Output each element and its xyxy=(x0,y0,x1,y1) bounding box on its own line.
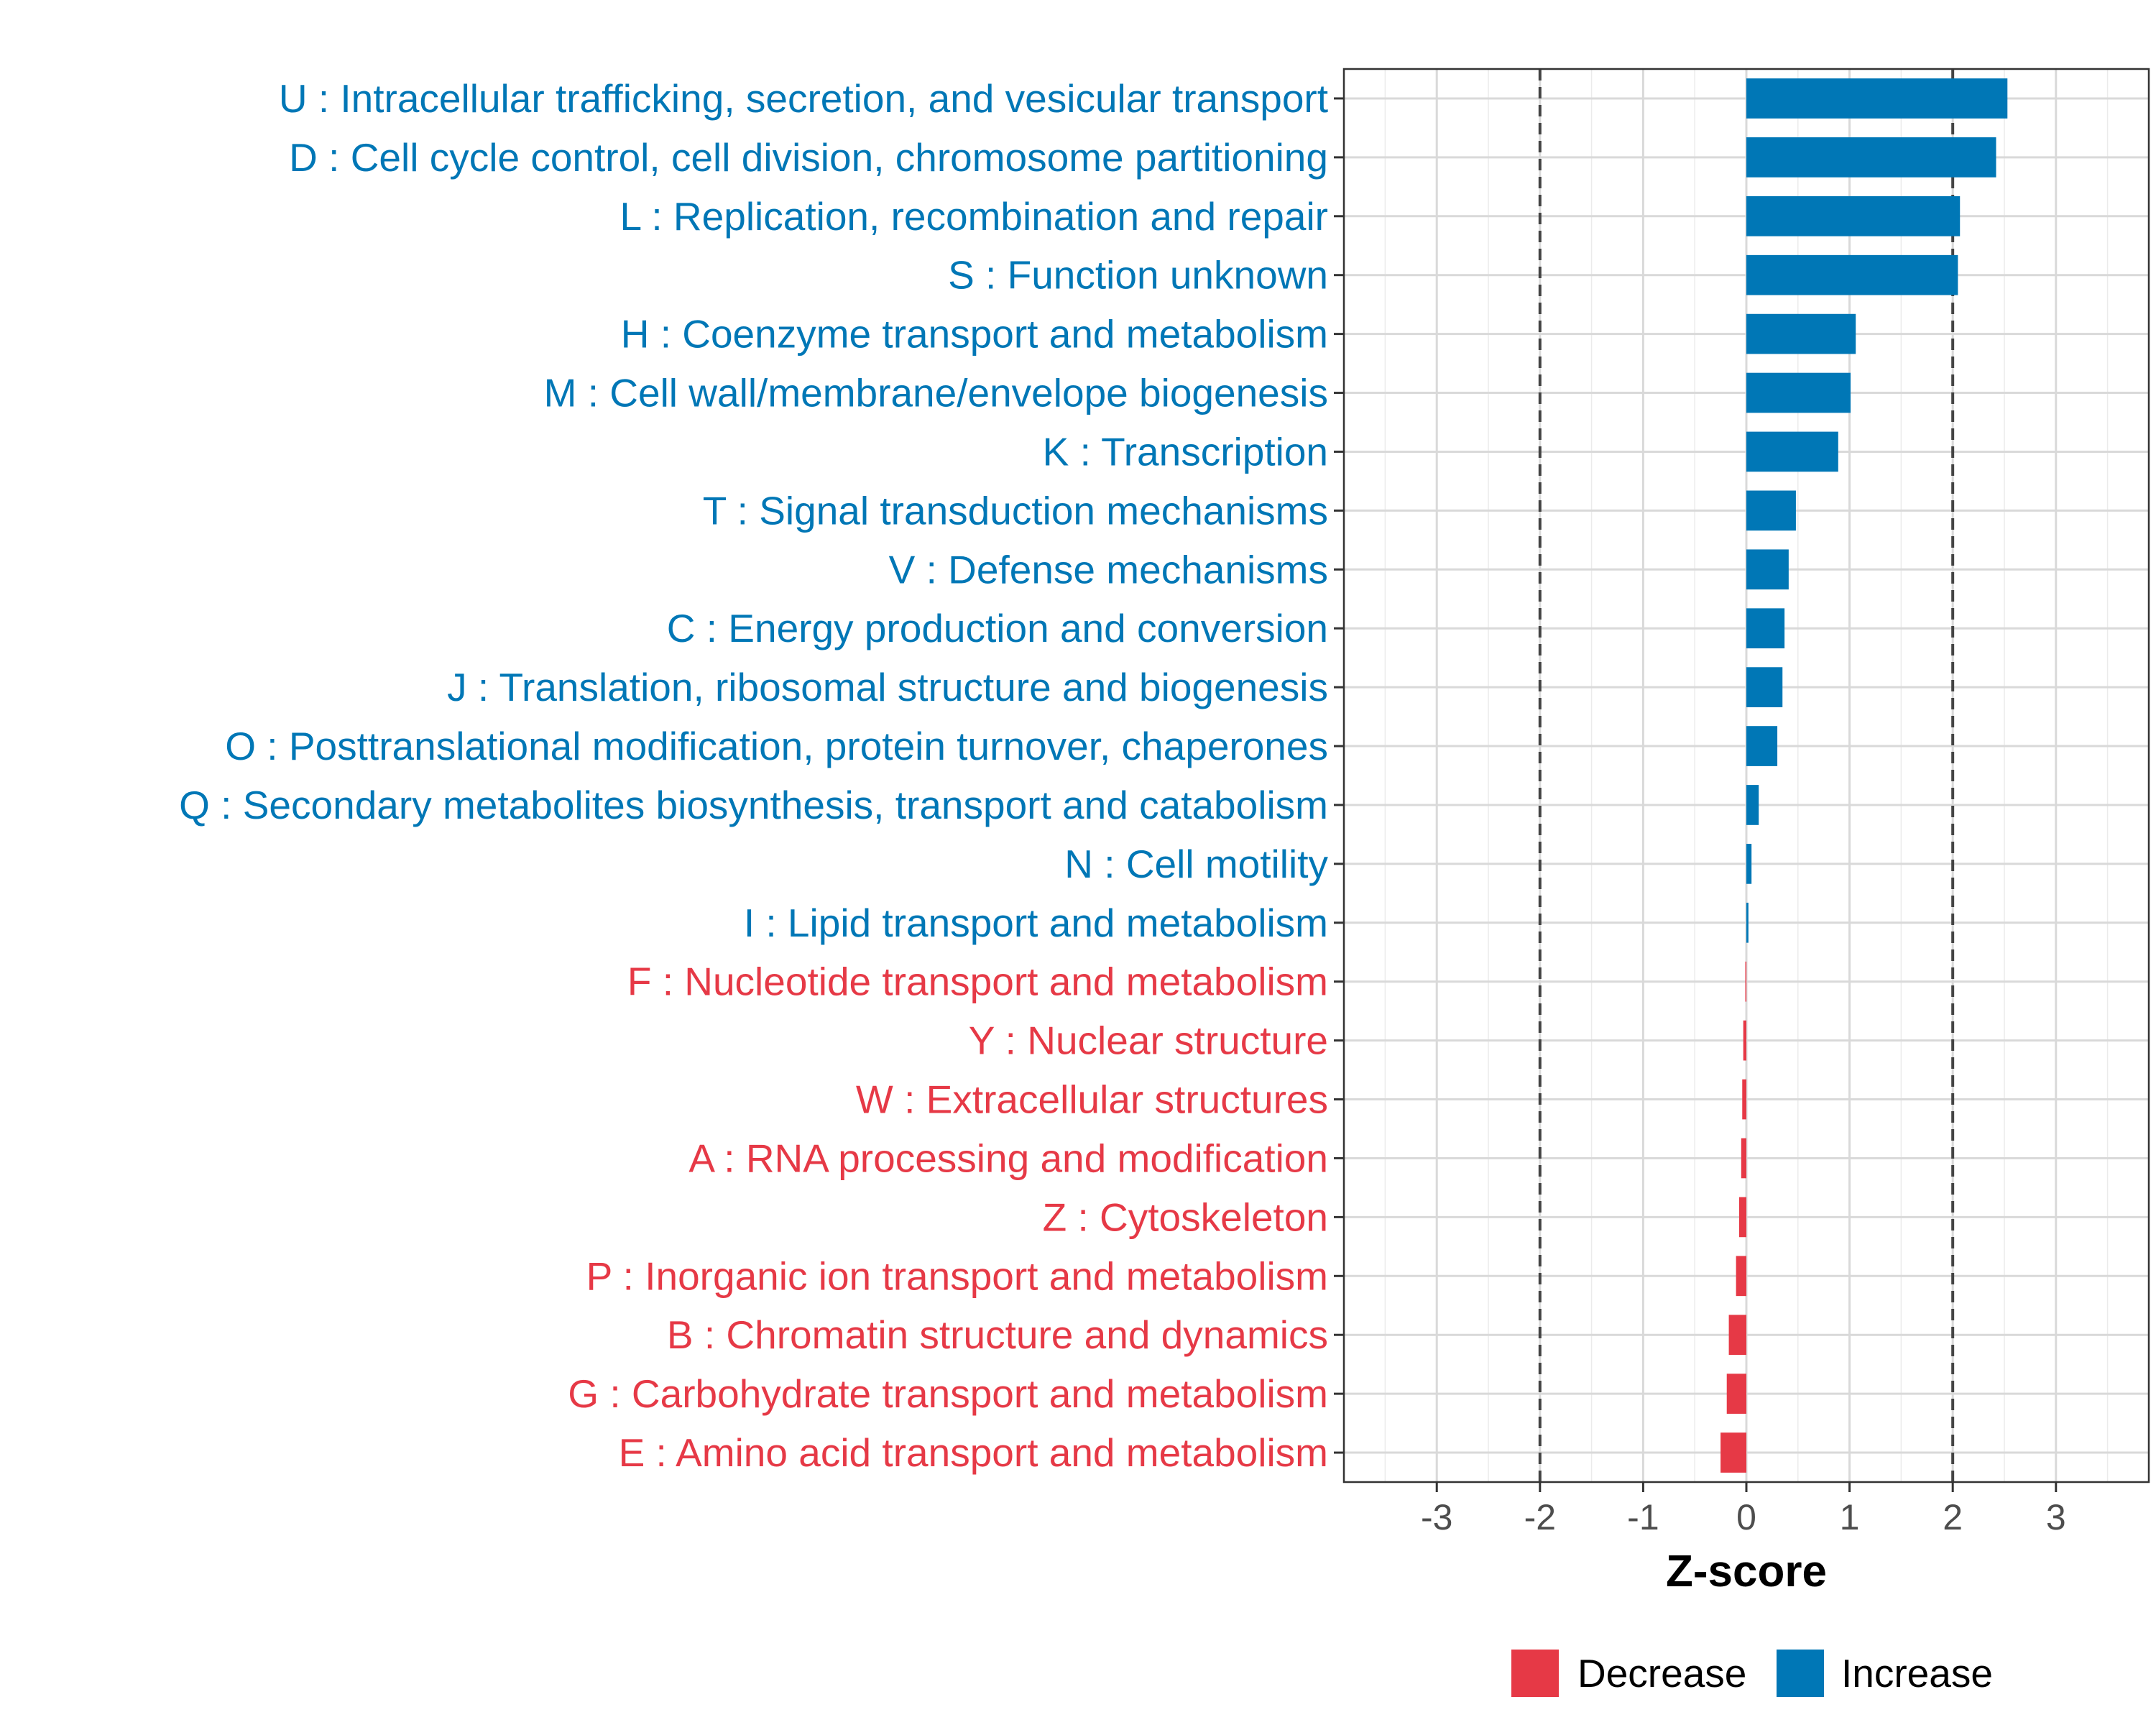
bar xyxy=(1746,431,1838,472)
x-tick-label: -3 xyxy=(1421,1497,1452,1537)
bar xyxy=(1746,844,1752,884)
category-label: P : Inorganic ion transport and metaboli… xyxy=(586,1254,1328,1298)
x-axis-ticks: -3 -2 -1 0 1 2 3 xyxy=(1421,1482,2066,1537)
bar xyxy=(1726,1374,1746,1414)
bar xyxy=(1743,1020,1746,1061)
category-label: E : Amino acid transport and metabolism xyxy=(619,1430,1328,1475)
bar xyxy=(1741,1138,1746,1179)
legend-label: Increase xyxy=(1841,1651,1993,1696)
bar xyxy=(1746,902,1749,943)
category-label: I : Lipid transport and metabolism xyxy=(744,901,1328,945)
y-axis-category-labels: U : Intracellular trafficking, secretion… xyxy=(179,76,1328,1475)
category-label: U : Intracellular trafficking, secretion… xyxy=(279,76,1328,121)
y-axis-ticks xyxy=(1334,97,1344,1454)
category-label: B : Chromatin structure and dynamics xyxy=(667,1312,1328,1357)
category-label: F : Nucleotide transport and metabolism xyxy=(627,960,1328,1004)
bar xyxy=(1746,549,1789,590)
bar xyxy=(1738,1197,1746,1238)
x-tick-label: 1 xyxy=(1840,1497,1860,1537)
category-label: M : Cell wall/membrane/envelope biogenes… xyxy=(544,371,1328,415)
x-axis-title: Z-score xyxy=(1666,1547,1827,1596)
category-label: H : Coenzyme transport and metabolism xyxy=(621,312,1328,356)
legend-label: Decrease xyxy=(1577,1651,1746,1696)
legend-swatch xyxy=(1777,1650,1824,1697)
category-label: N : Cell motility xyxy=(1064,842,1328,886)
category-label: V : Defense mechanisms xyxy=(889,547,1328,592)
category-label: A : RNA processing and modification xyxy=(688,1136,1328,1180)
x-tick-label: -2 xyxy=(1524,1497,1556,1537)
category-label: K : Transcription xyxy=(1043,429,1328,474)
bar xyxy=(1745,961,1747,1002)
bar xyxy=(1736,1256,1746,1297)
bar xyxy=(1728,1315,1746,1356)
x-tick-label: 0 xyxy=(1736,1497,1756,1537)
category-label: D : Cell cycle control, cell division, c… xyxy=(289,135,1328,180)
x-tick-label: 3 xyxy=(2046,1497,2066,1537)
legend-swatch xyxy=(1511,1650,1559,1697)
bar xyxy=(1720,1432,1746,1473)
bar xyxy=(1746,137,1996,178)
category-label: Q : Secondary metabolites biosynthesis, … xyxy=(179,783,1328,827)
x-tick-label: -1 xyxy=(1627,1497,1659,1537)
category-label: O : Posttranslational modification, prot… xyxy=(225,724,1328,768)
category-label: J : Translation, ribosomal structure and… xyxy=(447,665,1328,709)
bars xyxy=(1720,78,2008,1473)
bar xyxy=(1746,667,1783,707)
category-label: L : Replication, recombination and repai… xyxy=(620,194,1328,239)
bar xyxy=(1742,1079,1746,1120)
bar xyxy=(1746,78,2008,119)
category-label: T : Signal transduction mechanisms xyxy=(703,488,1328,533)
reference-lines xyxy=(1538,69,1955,1482)
bar xyxy=(1746,785,1759,825)
category-label: W : Extracellular structures xyxy=(856,1077,1328,1122)
bar xyxy=(1746,608,1785,649)
bar xyxy=(1746,372,1851,413)
category-label: Y : Nuclear structure xyxy=(969,1018,1328,1063)
legend: Decrease Increase xyxy=(1511,1650,1993,1697)
category-label: C : Energy production and conversion xyxy=(667,606,1328,650)
category-label: Z : Cytoskeleton xyxy=(1043,1195,1328,1239)
bar xyxy=(1746,313,1856,354)
bar xyxy=(1746,490,1796,531)
x-tick-label: 2 xyxy=(1943,1497,1963,1537)
bar xyxy=(1746,196,1961,236)
category-label: S : Function unknown xyxy=(948,253,1328,298)
bar xyxy=(1746,254,1958,295)
category-label: G : Carbohydrate transport and metabolis… xyxy=(568,1371,1328,1416)
bar xyxy=(1746,726,1778,766)
